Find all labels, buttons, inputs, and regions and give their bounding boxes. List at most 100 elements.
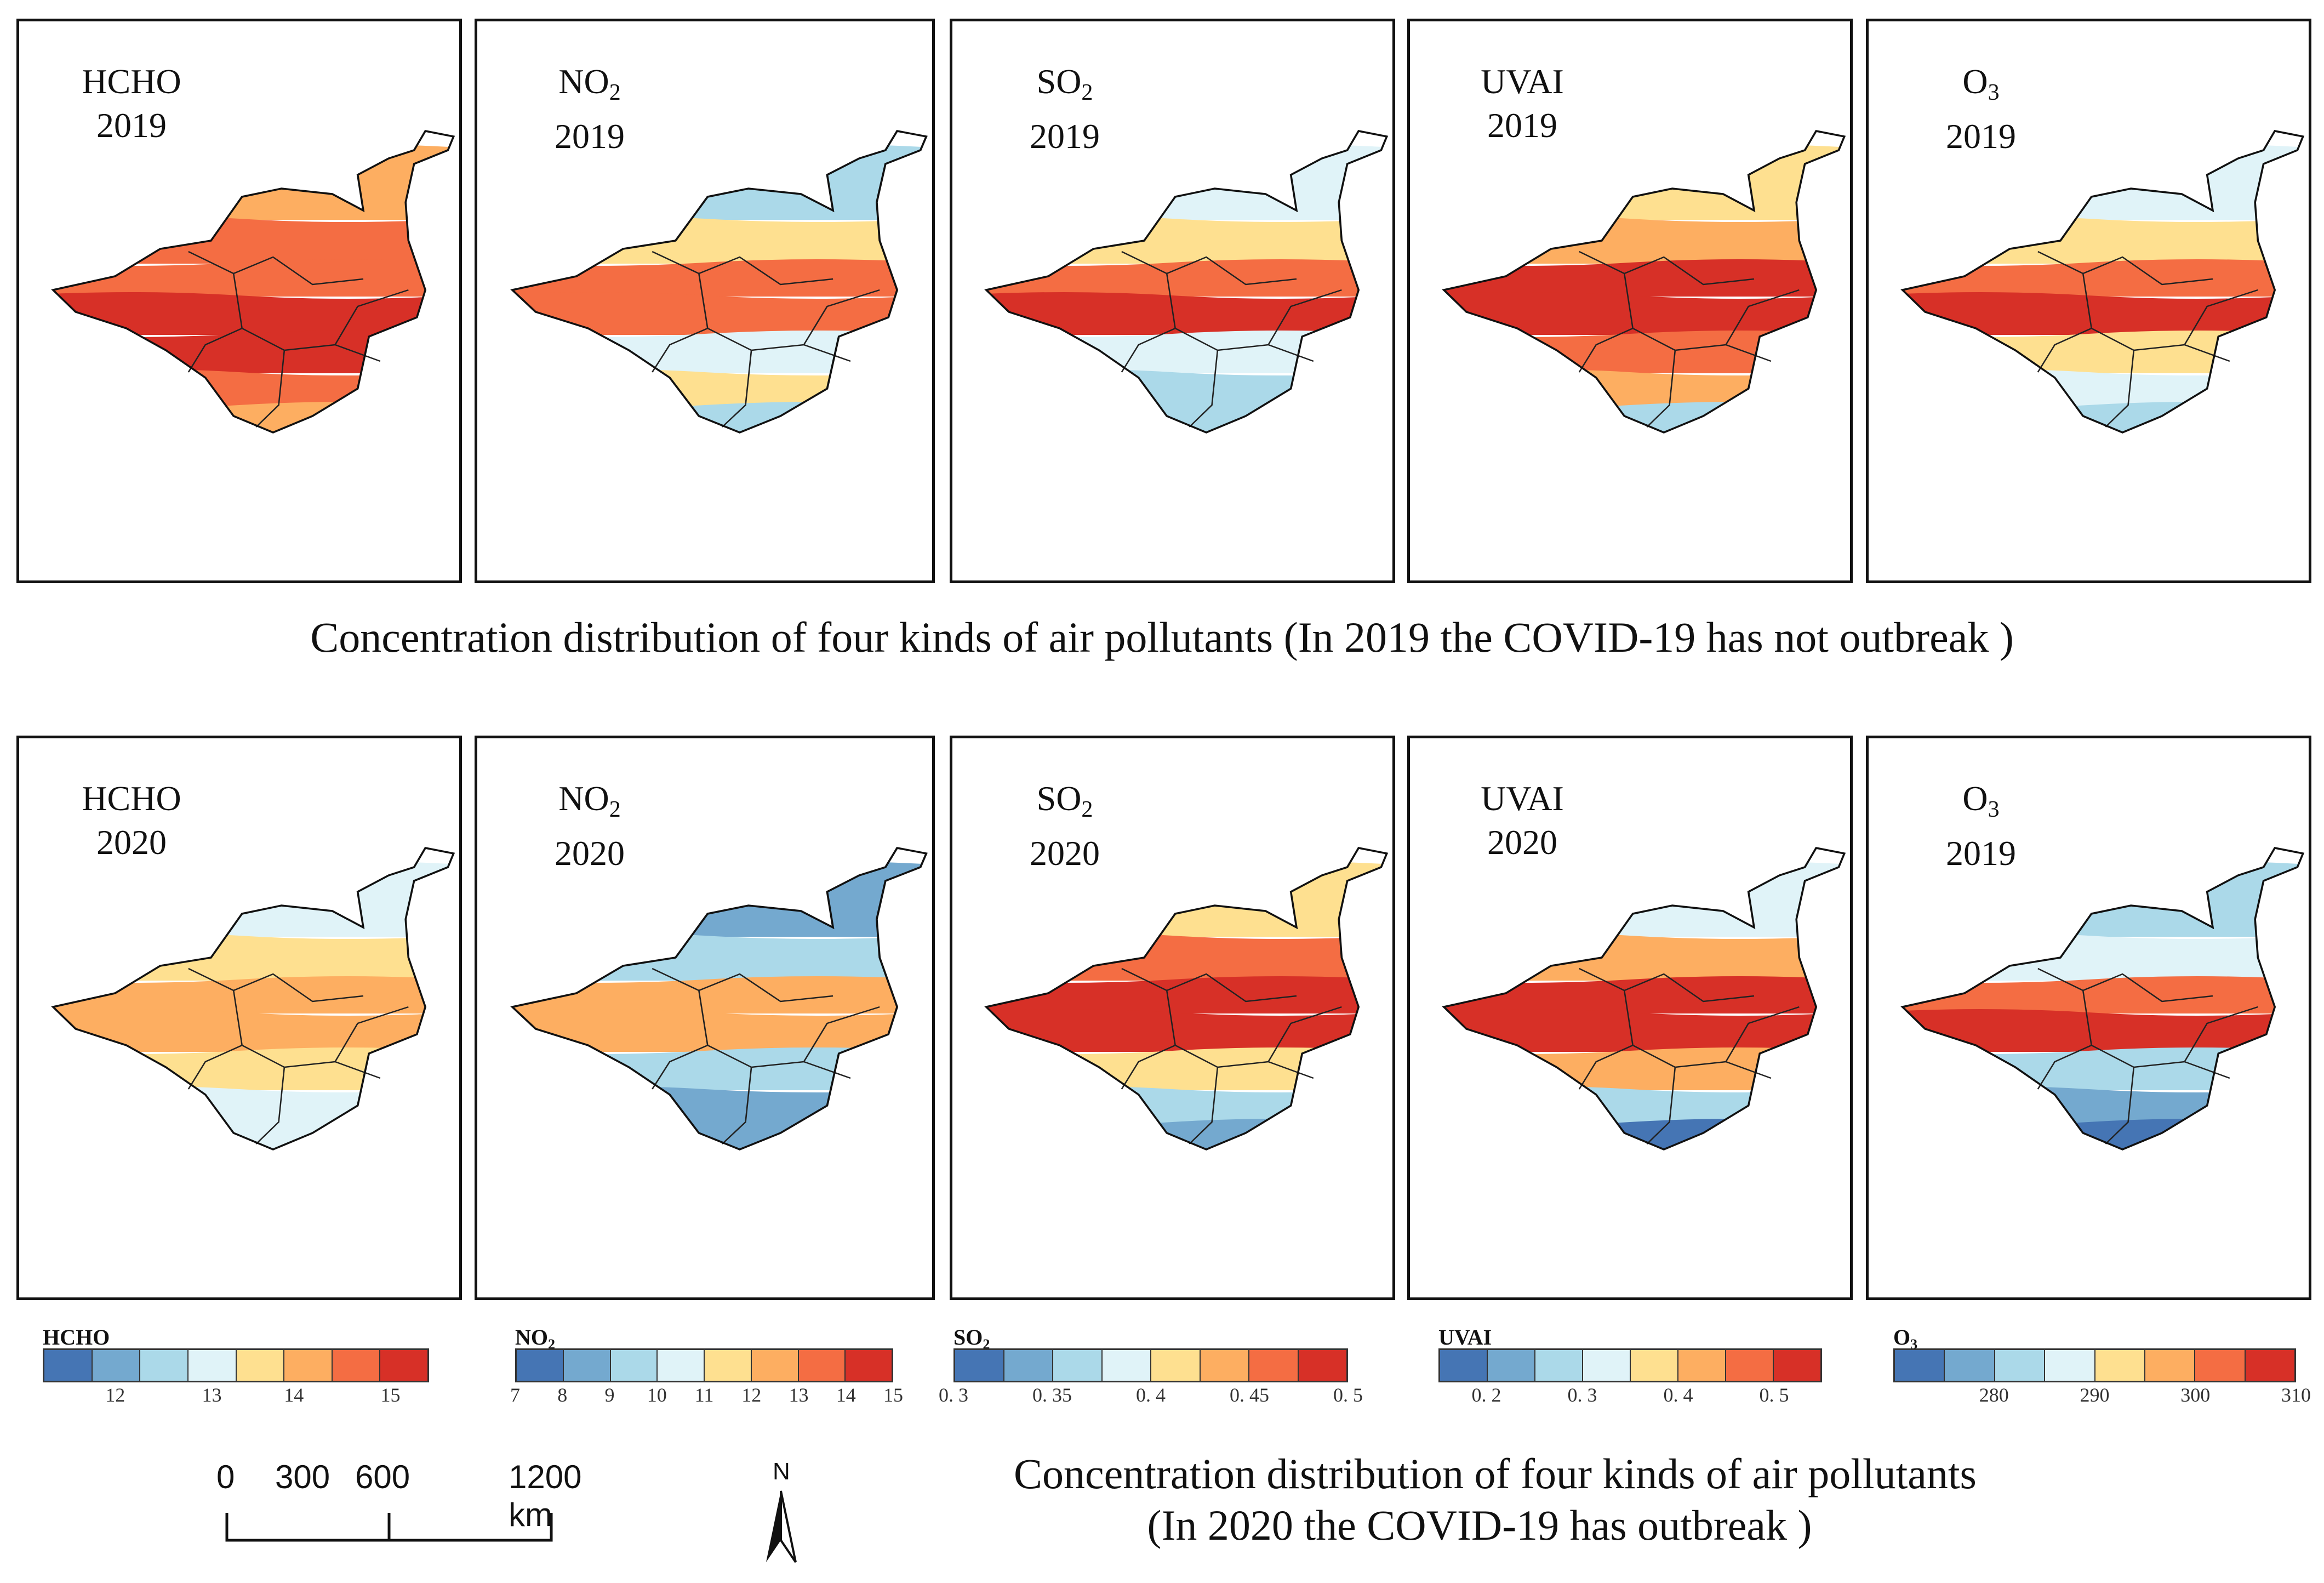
legend-colorbar: [1438, 1348, 1822, 1382]
legend-swatch: [955, 1350, 1004, 1381]
region-outline: [984, 847, 1389, 1151]
map-panel-no2-top: NO2 2019: [475, 19, 935, 583]
region-outline: [1442, 847, 1846, 1151]
concentration-band: [512, 976, 927, 1013]
concentration-band: [1902, 402, 2303, 432]
concentration-band: [53, 369, 454, 406]
concentration-band: [53, 331, 454, 373]
panel-year: 2019: [1946, 834, 2016, 873]
legend-swatch: [1631, 1350, 1678, 1381]
caption-2019: Concentration distribution of four kinds…: [310, 613, 2014, 661]
legend-swatch: [380, 1350, 427, 1381]
pollutant-name: UVAI: [1481, 779, 1564, 818]
concentration-band: [53, 215, 454, 264]
region-outline: [51, 130, 455, 434]
legend-swatch: [1102, 1350, 1151, 1381]
concentration-band: [986, 215, 1387, 264]
region-map: [1900, 130, 2305, 434]
panel-year: 2019: [555, 117, 625, 156]
concentration-band: [512, 402, 927, 432]
legend-tick-label: 13: [789, 1384, 809, 1406]
panel-label: NO2 2019: [516, 60, 664, 158]
concentration-band: [1443, 1119, 1845, 1149]
map-panel-uvai-bottom: UVAI 2020: [1407, 736, 1853, 1300]
legend-tick-label: 0. 5: [1333, 1384, 1363, 1406]
legend-tick-label: 10: [647, 1384, 667, 1406]
panel-year: 2020: [1030, 834, 1100, 873]
legend-swatch: [1298, 1350, 1346, 1381]
concentration-band: [986, 1086, 1387, 1123]
concentration-band: [1443, 932, 1845, 981]
concentration-band: [512, 215, 927, 264]
map-panel-hcho-top: HCHO 2019: [16, 19, 462, 583]
legend-tick-label: 14: [836, 1384, 856, 1406]
legend-tick-label: 13: [202, 1384, 222, 1406]
legend-swatch: [332, 1350, 381, 1381]
panel-label: NO2 2020: [516, 777, 664, 875]
concentration-band: [1443, 215, 1845, 264]
scale-label-0: 0: [216, 1459, 235, 1495]
concentration-band: [53, 932, 454, 981]
legend-swatch: [1535, 1350, 1583, 1381]
concentration-band: [53, 144, 454, 220]
map-panel-o3-bottom: O3 2019: [1866, 736, 2311, 1300]
concentration-band: [53, 1119, 454, 1149]
concentration-band: [1902, 1086, 2303, 1123]
legend-swatch: [1995, 1350, 2046, 1381]
concentration-band: [512, 932, 927, 981]
legend-swatch: [563, 1350, 611, 1381]
region-outline: [984, 130, 1389, 434]
panel-label: HCHO 2020: [58, 777, 205, 864]
legend-title: UVAI: [1438, 1325, 1492, 1349]
panel-label: UVAI 2019: [1448, 60, 1596, 147]
region-map: [510, 847, 928, 1151]
pollutant-name: HCHO: [82, 779, 181, 818]
legend-swatch: [846, 1350, 892, 1381]
legend-title: O3: [1893, 1325, 1918, 1352]
north-label: N: [773, 1458, 790, 1485]
map-panel-hcho-bottom: HCHO 2020: [16, 736, 462, 1300]
legend-colorbar: [953, 1348, 1348, 1382]
map-panel-so2-bottom: SO2 2020: [950, 736, 1395, 1300]
legend-swatch: [1151, 1350, 1201, 1381]
legend-tick-label: 290: [2080, 1384, 2110, 1406]
region-outline: [510, 130, 928, 434]
concentration-band: [986, 331, 1387, 373]
concentration-band: [512, 1047, 927, 1090]
region-map: [984, 130, 1389, 434]
legend-title: SO2: [953, 1325, 990, 1352]
concentration-band: [512, 1119, 927, 1149]
legend-swatch: [140, 1350, 189, 1381]
legend-swatch: [1774, 1350, 1820, 1381]
legend-tick-label: 0. 3: [939, 1384, 968, 1406]
concentration-band: [1902, 369, 2303, 406]
legend-tick-label: 280: [1979, 1384, 2009, 1406]
pollutant-name: NO: [558, 62, 609, 101]
panel-year: 2019: [1946, 117, 2016, 156]
legend-tick-label: 11: [694, 1384, 714, 1406]
concentration-band: [986, 259, 1387, 297]
concentration-band: [1443, 1047, 1845, 1090]
pollutant-name: NO: [558, 779, 609, 818]
panel-year: 2020: [555, 834, 625, 873]
concentration-band: [986, 932, 1387, 981]
concentration-band: [512, 331, 927, 373]
panel-label: O3 2019: [1907, 777, 2055, 875]
legend-swatch: [1249, 1350, 1299, 1381]
legend-swatch: [2045, 1350, 2095, 1381]
legend-tick-label: 310: [2281, 1384, 2311, 1406]
legend-swatch: [517, 1350, 564, 1381]
pollutant-subscript: 3: [1988, 797, 2000, 822]
scale-bar: 0 300 600 1200 km: [208, 1458, 581, 1551]
legend-title: HCHO: [43, 1325, 110, 1349]
north-arrow: N: [756, 1458, 806, 1568]
panel-label: SO2 2019: [991, 60, 1139, 158]
panel-year: 2019: [1487, 106, 1557, 145]
legend-tick-label: 0. 2: [1471, 1384, 1501, 1406]
region-map: [51, 130, 455, 434]
legend-tick-label: 12: [105, 1384, 125, 1406]
panel-year: 2019: [96, 106, 167, 145]
concentration-band: [1902, 976, 2303, 1013]
concentration-band: [1902, 331, 2303, 373]
legend-swatch: [1200, 1350, 1249, 1381]
